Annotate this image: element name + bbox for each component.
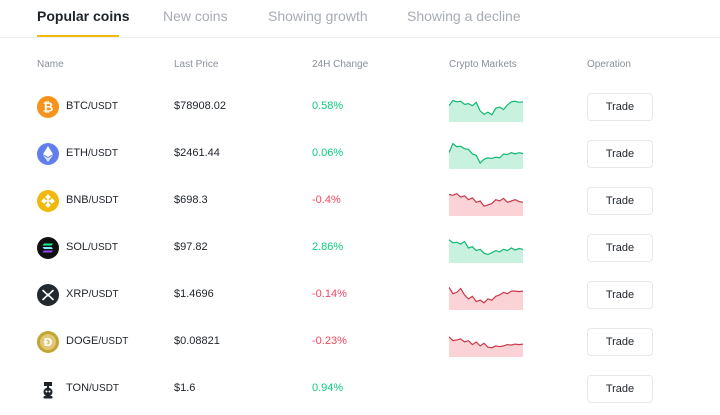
table-row[interactable]: XRP/USDT $1.4696 -0.14% Trade <box>0 272 720 319</box>
last-price: $2461.44 <box>174 147 220 159</box>
trade-button[interactable]: Trade <box>587 140 653 168</box>
last-price: $1.4696 <box>174 288 214 300</box>
sparkline-area <box>449 336 523 357</box>
last-price: $0.08821 <box>174 335 220 347</box>
coin-pair[interactable]: XRP/USDT <box>66 288 119 300</box>
bitcoin-icon: ₿ <box>37 96 59 118</box>
table-row[interactable]: BNB/USDT $698.3 -0.4% Trade <box>0 178 720 225</box>
table-row[interactable]: ETH/USDT $2461.44 0.06% Trade <box>0 131 720 178</box>
trade-button[interactable]: Trade <box>587 187 653 215</box>
sparkline-line <box>449 193 523 207</box>
coin-pair[interactable]: BNB/USDT <box>66 194 119 206</box>
24h-change: 2.86% <box>312 241 344 253</box>
table-row[interactable]: Ð DOGE/USDT $0.08821 -0.23% Trade <box>0 319 720 366</box>
trade-button[interactable]: Trade <box>587 281 653 309</box>
24h-change: -0.4% <box>312 194 341 206</box>
sparkline-chart <box>449 193 523 216</box>
sparkline-area <box>449 100 523 122</box>
tab-showing-growth[interactable]: Showing growth <box>268 8 368 24</box>
sparkline-chart <box>449 99 523 122</box>
trade-button[interactable]: Trade <box>587 328 653 356</box>
sparkline-chart <box>449 286 523 310</box>
table-row[interactable]: TON/USDT $1.6 0.94% Trade <box>0 366 720 413</box>
tab-new-coins[interactable]: New coins <box>163 8 228 24</box>
svg-text:₿: ₿ <box>43 101 54 116</box>
column-header-name: Name <box>37 59 64 70</box>
coin-pair[interactable]: DOGE/USDT <box>66 335 129 347</box>
sparkline-line <box>449 239 523 256</box>
sparkline-line <box>449 286 523 304</box>
dogecoin-icon: Ð <box>37 331 59 353</box>
table-row[interactable]: SOL/USDT $97.82 2.86% Trade <box>0 225 720 272</box>
last-price: $1.6 <box>174 382 196 394</box>
sparkline-line <box>449 336 523 349</box>
sparkline-line <box>449 99 523 116</box>
trade-button[interactable]: Trade <box>587 234 653 262</box>
24h-change: 0.58% <box>312 100 344 112</box>
24h-change: 0.06% <box>312 147 344 159</box>
coin-pair[interactable]: ETH/USDT <box>66 147 118 159</box>
active-tab-indicator <box>37 35 119 37</box>
market-tabs: Popular coins New coins Showing growth S… <box>0 0 720 38</box>
last-price: $78908.02 <box>174 100 226 112</box>
column-header-crypto-markets: Crypto Markets <box>449 59 517 70</box>
sparkline-chart <box>449 239 523 263</box>
svg-text:Ð: Ð <box>43 336 52 349</box>
bnb-icon <box>37 190 59 212</box>
coin-pair[interactable]: BTC/USDT <box>66 100 118 112</box>
solana-icon <box>37 237 59 259</box>
sparkline-chart <box>449 142 523 169</box>
last-price: $97.82 <box>174 241 208 253</box>
ton-icon <box>37 378 59 400</box>
column-header-last-price: Last Price <box>174 59 219 70</box>
tab-popular-coins[interactable]: Popular coins <box>37 8 130 24</box>
last-price: $698.3 <box>174 194 208 206</box>
xrp-icon <box>37 284 59 306</box>
table-row[interactable]: ₿ BTC/USDT $78908.02 0.58% Trade <box>0 84 720 131</box>
sparkline-chart <box>449 374 523 404</box>
tab-showing-decline[interactable]: Showing a decline <box>407 8 521 24</box>
ethereum-icon <box>37 143 59 165</box>
sparkline-chart <box>449 336 523 357</box>
coin-pair[interactable]: SOL/USDT <box>66 241 119 253</box>
sparkline-area <box>449 143 523 169</box>
coin-pair[interactable]: TON/USDT <box>66 382 120 394</box>
sparkline-line <box>449 142 523 165</box>
24h-change: -0.14% <box>312 288 347 300</box>
column-header-24h-change: 24H Change <box>312 59 369 70</box>
trade-button[interactable]: Trade <box>587 93 653 121</box>
sparkline-area <box>449 239 523 263</box>
24h-change: -0.23% <box>312 335 347 347</box>
trade-button[interactable]: Trade <box>587 375 653 403</box>
column-header-operation: Operation <box>587 59 631 70</box>
24h-change: 0.94% <box>312 382 344 394</box>
